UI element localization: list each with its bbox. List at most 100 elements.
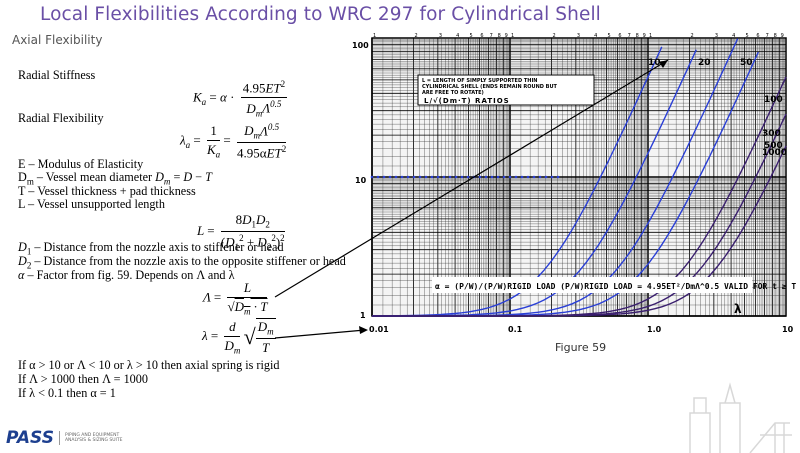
top-tick-digit: 8 (774, 33, 777, 39)
alpha-curve (372, 145, 787, 317)
x-tick-001: 0.01 (369, 325, 389, 334)
figure-curves (370, 38, 787, 317)
big-lambda-formula: Λ = L √Dm · T (203, 280, 268, 317)
top-tick-digit: 6 (480, 33, 483, 39)
definition-D2-text: – Distance from the nozzle axis to the o… (34, 254, 346, 268)
slide-title: Local Flexibilities According to WRC 297… (40, 4, 601, 25)
top-tick-digit: 4 (456, 33, 459, 39)
condition-big-lambda: If Λ > 1000 then Λ = 1000 (18, 372, 148, 386)
top-tick-digit: 7 (490, 33, 493, 39)
top-tick-digit: 9 (781, 33, 784, 39)
legend-line-3: ARE FREE TO ROTATE) (422, 90, 484, 96)
curve-label-300: 300 (762, 129, 781, 139)
baseline-dot (550, 175, 554, 179)
legend-line-4: L/√(Dm·T) RATIOS (424, 97, 510, 105)
top-tick-digit: 5 (607, 33, 610, 39)
top-tick-digit: 1 (511, 33, 514, 39)
top-tick-digit: 2 (691, 33, 694, 39)
baseline-dot (538, 175, 542, 179)
curve-label-1000: 1000 (762, 148, 787, 158)
baseline-dot (370, 175, 374, 179)
figure-bottom-formula: α = (P/W)/(P/W)RIGID LOAD (P/W)RIGID LOA… (435, 282, 796, 291)
pass-logo: PASS Piping and Equipment Analysis & Siz… (6, 428, 125, 448)
baseline-dot (454, 175, 458, 179)
top-tick-digit: 9 (505, 33, 508, 39)
baseline-dot (556, 175, 560, 179)
curve-label-20: 20 (698, 58, 711, 68)
pointer-arrowhead-big-lambda (659, 60, 668, 68)
definition-Dm: Dm – Vessel mean diameter Dm = D − T (18, 170, 212, 187)
top-tick-digit: 7 (766, 33, 769, 39)
figure-bottom-formula-box: α = (P/W)/(P/W)RIGID LOAD (P/W)RIGID LOA… (432, 277, 796, 293)
baseline-dot (478, 175, 482, 179)
y-tick-1: 1 (360, 311, 366, 320)
baseline-dot (460, 175, 464, 179)
definition-T: T – Vessel thickness + pad thickness (18, 184, 196, 198)
baseline-dot (442, 175, 446, 179)
pass-logo-tagline: Piping and Equipment Analysis & Sizing S… (64, 433, 123, 443)
curve-label-10: 10 (648, 58, 661, 68)
baseline-dot (430, 175, 434, 179)
definition-E: E – Modulus of Elasticity (18, 157, 144, 171)
top-tick-digit: 5 (745, 33, 748, 39)
stiffness-formula: Ka = α · 4.95ET2 DmΛ0.5 (193, 79, 288, 119)
legend-line-1: L = LENGTH OF SIMPLY SUPPORTED THIN (422, 78, 538, 84)
x-tick-1: 1.0 (647, 325, 662, 334)
baseline-dot (406, 175, 410, 179)
condition-rigid: If α > 10 or Λ < 10 or λ > 10 then axial… (18, 358, 280, 372)
top-tick-digit: 3 (439, 33, 442, 39)
baseline-dot (394, 175, 398, 179)
top-tick-digit: 6 (618, 33, 621, 39)
definition-D2: D2 – Distance from the nozzle axis to th… (18, 254, 346, 271)
figure-caption: Figure 59 (555, 341, 607, 354)
top-tick-digit: 9 (643, 33, 646, 39)
definition-D1: D1 – Distance from the nozzle axis to st… (18, 240, 284, 257)
top-tick-digit: 2 (553, 33, 556, 39)
legend-line-2: CYLINDRICAL SHELL (ENDS REMAIN ROUND BUT (422, 84, 558, 90)
baseline-dot (400, 175, 404, 179)
baseline-dot (388, 175, 392, 179)
top-tick-digit: 2 (415, 33, 418, 39)
definition-Dm-text: – Vessel mean diameter (36, 170, 153, 184)
radial-stiffness-label: Radial Stiffness (18, 68, 96, 82)
figure-x-axis-lambda: λ (734, 302, 742, 316)
baseline-dot (448, 175, 452, 179)
top-tick-digit: 3 (577, 33, 580, 39)
baseline-dot (544, 175, 548, 179)
top-tick-digit: 1 (649, 33, 652, 39)
baseline-dot (412, 175, 416, 179)
baseline-dot (376, 175, 380, 179)
radial-flexibility-label: Radial Flexibility (18, 111, 104, 125)
baseline-dot (490, 175, 494, 179)
pointer-line-big-lambda (274, 59, 669, 298)
baseline-dot (520, 175, 524, 179)
pointer-arrowhead-small-lambda (359, 326, 368, 334)
baseline-dot (418, 175, 422, 179)
baseline-dot (484, 175, 488, 179)
curve-label-50: 50 (740, 58, 753, 68)
baseline-dot (382, 175, 386, 179)
baseline-dot (496, 175, 500, 179)
pointer-line-small-lambda (274, 329, 366, 339)
definition-L: L – Vessel unsupported length (18, 197, 165, 211)
logo-divider (58, 431, 60, 445)
small-lambda-formula: λ = d Dm √ Dm T (202, 318, 276, 356)
slide-subtitle: Axial Flexibility (12, 33, 103, 47)
baseline-dot (526, 175, 530, 179)
top-tick-digit: 8 (636, 33, 639, 39)
top-tick-digit: 4 (732, 33, 735, 39)
x-tick-01: 0.1 (508, 325, 523, 334)
x-tick-10: 10 (782, 325, 794, 334)
definition-D1-text: – Distance from the nozzle axis to stiff… (34, 240, 284, 254)
definition-alpha-text: – Factor from fig. 59. Depends on Λ and … (27, 268, 235, 282)
top-tick-digit: 4 (594, 33, 597, 39)
top-tick-digit: 8 (498, 33, 501, 39)
definition-Dm-symbol: D (18, 170, 27, 184)
top-tick-digit: 3 (715, 33, 718, 39)
baseline-dot (532, 175, 536, 179)
top-tick-digit: 6 (756, 33, 759, 39)
baseline-dot (466, 175, 470, 179)
flexibility-formula: λa = 1 Ka = DmΛ0.5 4.95αET2 (180, 122, 287, 161)
top-tick-digit: 5 (469, 33, 472, 39)
